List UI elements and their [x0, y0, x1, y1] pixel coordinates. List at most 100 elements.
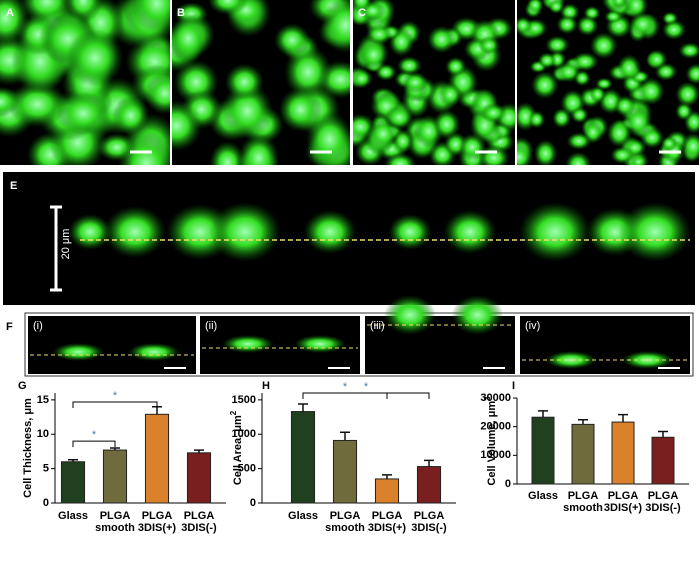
cell: [0, 86, 20, 118]
cell: [438, 82, 463, 107]
cell: [52, 343, 105, 361]
cell: [103, 206, 167, 258]
cell: [619, 202, 691, 262]
cell: [131, 0, 170, 33]
cell: [396, 56, 422, 76]
error-bar: [110, 447, 120, 451]
cell: [646, 49, 668, 70]
cell: [552, 107, 572, 129]
cell: [353, 68, 373, 89]
cells: [0, 0, 170, 165]
panel-letter: A: [6, 7, 14, 19]
cell: [427, 25, 456, 54]
bar: [144, 413, 170, 504]
cell: [675, 81, 699, 107]
cell: [478, 36, 500, 55]
cell: [278, 87, 323, 132]
panel-letter: F: [6, 321, 13, 333]
cell: [478, 144, 510, 165]
panel-letter: E: [10, 180, 17, 192]
x-tick-label: PLGA 3DIS(-): [181, 510, 217, 534]
cell: [209, 141, 246, 165]
cell: [384, 295, 436, 335]
y-axis-label: Cell Area, μm2: [229, 410, 244, 485]
y-tick-label: 30000: [480, 392, 511, 404]
cell: [443, 210, 497, 254]
cell: [565, 151, 592, 165]
cell: [303, 210, 357, 254]
cell: [128, 343, 180, 361]
cell: [678, 42, 699, 59]
cell: [531, 71, 559, 100]
cell: [621, 351, 674, 369]
cell: [238, 133, 280, 165]
y-tick-label: 5: [43, 463, 49, 475]
image-panel: [28, 316, 196, 374]
significance: *: [343, 381, 348, 393]
x-tick-label: Glass: [288, 510, 318, 522]
bar: [651, 436, 675, 485]
significance: *: [92, 429, 97, 441]
cell: [637, 77, 665, 106]
bar: [60, 461, 86, 504]
y-tick-label: 0: [250, 497, 256, 509]
panel-letter: B: [177, 7, 185, 19]
y-tick-label: 1000: [232, 428, 256, 440]
x-tick-label: PLGA smooth: [325, 510, 365, 534]
bar: [416, 466, 442, 504]
cell: [207, 0, 249, 15]
x-tick-label: PLGA smooth: [563, 490, 603, 514]
y-label-text: Cell Volume, μm: [486, 401, 498, 486]
error-bar: [424, 459, 434, 467]
cell: [172, 100, 203, 152]
bar: [374, 478, 400, 504]
cell: [353, 0, 373, 13]
y-label-text: Cell Thickness, μm: [22, 398, 34, 498]
bar: [571, 423, 595, 485]
cell: [172, 15, 209, 63]
cell: [306, 111, 350, 165]
y-tick-label: 0: [43, 497, 49, 509]
cell: [519, 202, 591, 262]
cell: [589, 32, 618, 59]
cell: [640, 126, 665, 149]
cell: [112, 95, 150, 136]
cell: [66, 29, 124, 87]
cell: [445, 56, 467, 77]
cell: [617, 54, 642, 82]
panel-letter: G: [18, 380, 27, 392]
y-axis-label: Cell Volume, μm3: [483, 396, 498, 486]
x-tick-label: Glass: [528, 490, 558, 502]
significance: *: [364, 381, 369, 393]
cell: [573, 70, 591, 87]
frame: [24, 312, 694, 377]
bracket: [72, 440, 116, 448]
cell: [545, 35, 570, 55]
cell: [556, 14, 578, 35]
panel-letter: I: [512, 380, 515, 392]
panel-letter: H: [262, 380, 270, 392]
error-bar: [194, 449, 204, 453]
sub-label: (i): [33, 320, 43, 332]
cell: [629, 12, 657, 37]
cell: [375, 63, 397, 81]
y-tick-label: 0: [505, 478, 511, 490]
y-tick-label: 10000: [480, 449, 511, 461]
x-tick-label: PLGA 3DIS(+): [137, 510, 177, 534]
x-tick-label: PLGA 3DIS(+): [603, 490, 643, 514]
y-tick-label: 1500: [232, 394, 256, 406]
x-tick-label: PLGA 3DIS(-): [645, 490, 681, 514]
y-axis-label: Cell Thickness, μm: [22, 398, 34, 498]
bar: [531, 416, 555, 485]
cell: [613, 95, 637, 117]
cell: [458, 133, 487, 161]
cell: [144, 72, 170, 115]
cell: [451, 295, 504, 335]
cell: [321, 0, 350, 54]
cell: [537, 52, 557, 69]
cells: [517, 0, 699, 165]
cell: [675, 102, 693, 121]
bar: [611, 421, 635, 485]
bar: [186, 452, 212, 504]
